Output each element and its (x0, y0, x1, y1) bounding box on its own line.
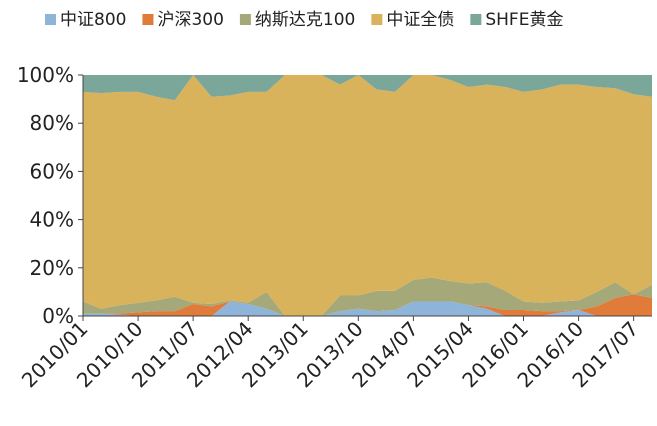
legend-label: 沪深300 (157, 10, 223, 30)
y-tick-label: 60% (30, 159, 74, 183)
legend-label: SHFE黄金 (485, 10, 563, 30)
area (83, 75, 652, 101)
y-tick-label: 80% (30, 111, 74, 135)
y-tick-label: 20% (30, 256, 74, 280)
legend-label: 中证800 (60, 10, 126, 30)
y-tick-label: 0% (42, 304, 74, 328)
legend-swatch (371, 14, 383, 25)
legend-swatch (45, 14, 56, 25)
area (83, 301, 652, 316)
y-tick-label: 40% (30, 208, 74, 232)
legend-label: 中证全债 (386, 10, 454, 30)
legend-swatch (470, 14, 482, 25)
area (83, 277, 652, 316)
legend-swatch (142, 14, 154, 25)
legend-swatch (239, 14, 251, 25)
area (83, 294, 652, 316)
y-tick-label: 100% (17, 63, 74, 87)
area (83, 75, 652, 316)
legend-label: 纳斯达克100 (255, 10, 355, 30)
